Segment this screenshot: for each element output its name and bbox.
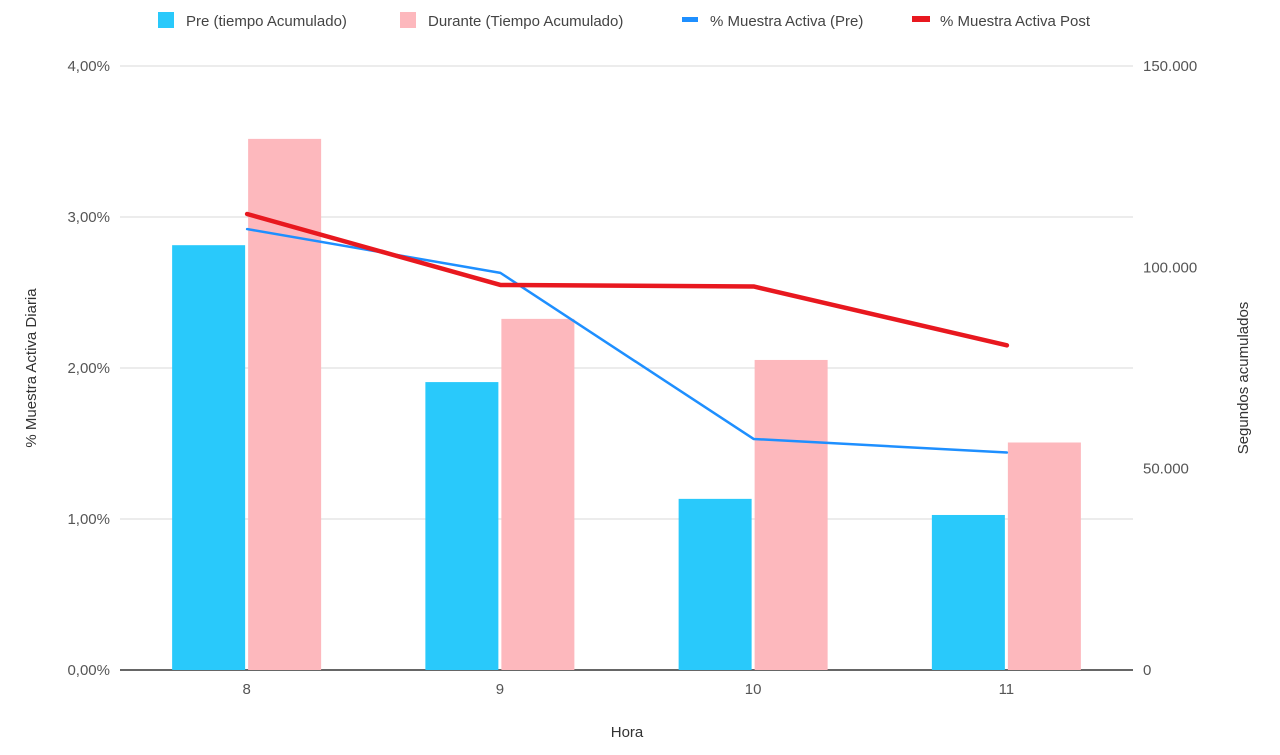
bar-durante-9 [501,318,575,670]
bar-pre-8 [172,245,246,671]
bar-pre-10 [678,498,752,670]
x-tick-label: 8 [242,681,250,698]
legend-swatch-muestra-post [912,16,930,22]
legend: Pre (tiempo Acumulado) Durante (Tiempo A… [158,12,1091,30]
left-tick-label: 0,00% [67,662,110,679]
legend-item-muestra-pre: % Muestra Activa (Pre) [682,13,863,30]
right-tick-label: 50.000 [1143,461,1189,478]
left-axis-title: % Muestra Activa Diaria [23,288,40,448]
left-tick-label: 3,00% [67,209,110,226]
right-tick-label: 0 [1143,662,1151,679]
legend-swatch-muestra-pre [682,17,698,22]
right-tick-label: 100.000 [1143,259,1197,276]
legend-item-muestra-post: % Muestra Activa Post [912,13,1091,30]
right-tick-label: 150.000 [1143,58,1197,75]
left-tick-label: 1,00% [67,511,110,528]
x-tick-label: 11 [999,681,1015,698]
right-axis-ticks: 0 50.000 100.000 150.000 [1143,58,1197,679]
legend-swatch-pre-acumulado [158,12,174,28]
bar-durante-10 [754,359,828,670]
lines [244,211,1010,454]
left-axis-ticks: 0,00% 1,00% 2,00% 3,00% 4,00% [67,58,110,679]
x-axis-title: Hora [611,724,644,741]
x-axis-ticks: 8 9 10 11 [242,681,1014,698]
legend-item-pre-acumulado: Pre (tiempo Acumulado) [158,12,347,30]
legend-item-durante-acumulado: Durante (Tiempo Acumulado) [400,12,623,30]
legend-label-durante-acumulado: Durante (Tiempo Acumulado) [428,13,623,30]
right-axis-title: Segundos acumulados [1235,302,1252,455]
line-muestra-pre [245,227,1009,454]
left-tick-label: 2,00% [67,360,110,377]
bars [172,138,1081,671]
left-tick-label: 4,00% [67,58,110,75]
legend-label-muestra-post: % Muestra Activa Post [940,13,1091,30]
bar-durante-11 [1007,442,1081,670]
legend-label-muestra-pre: % Muestra Activa (Pre) [710,13,863,30]
x-tick-label: 9 [496,681,504,698]
legend-label-pre-acumulado: Pre (tiempo Acumulado) [186,13,347,30]
legend-swatch-durante-acumulado [400,12,416,28]
bar-durante-8 [248,138,322,670]
bar-pre-11 [931,514,1005,670]
line-muestra-post [244,211,1010,348]
bar-pre-9 [425,382,499,670]
x-tick-label: 10 [745,681,762,698]
